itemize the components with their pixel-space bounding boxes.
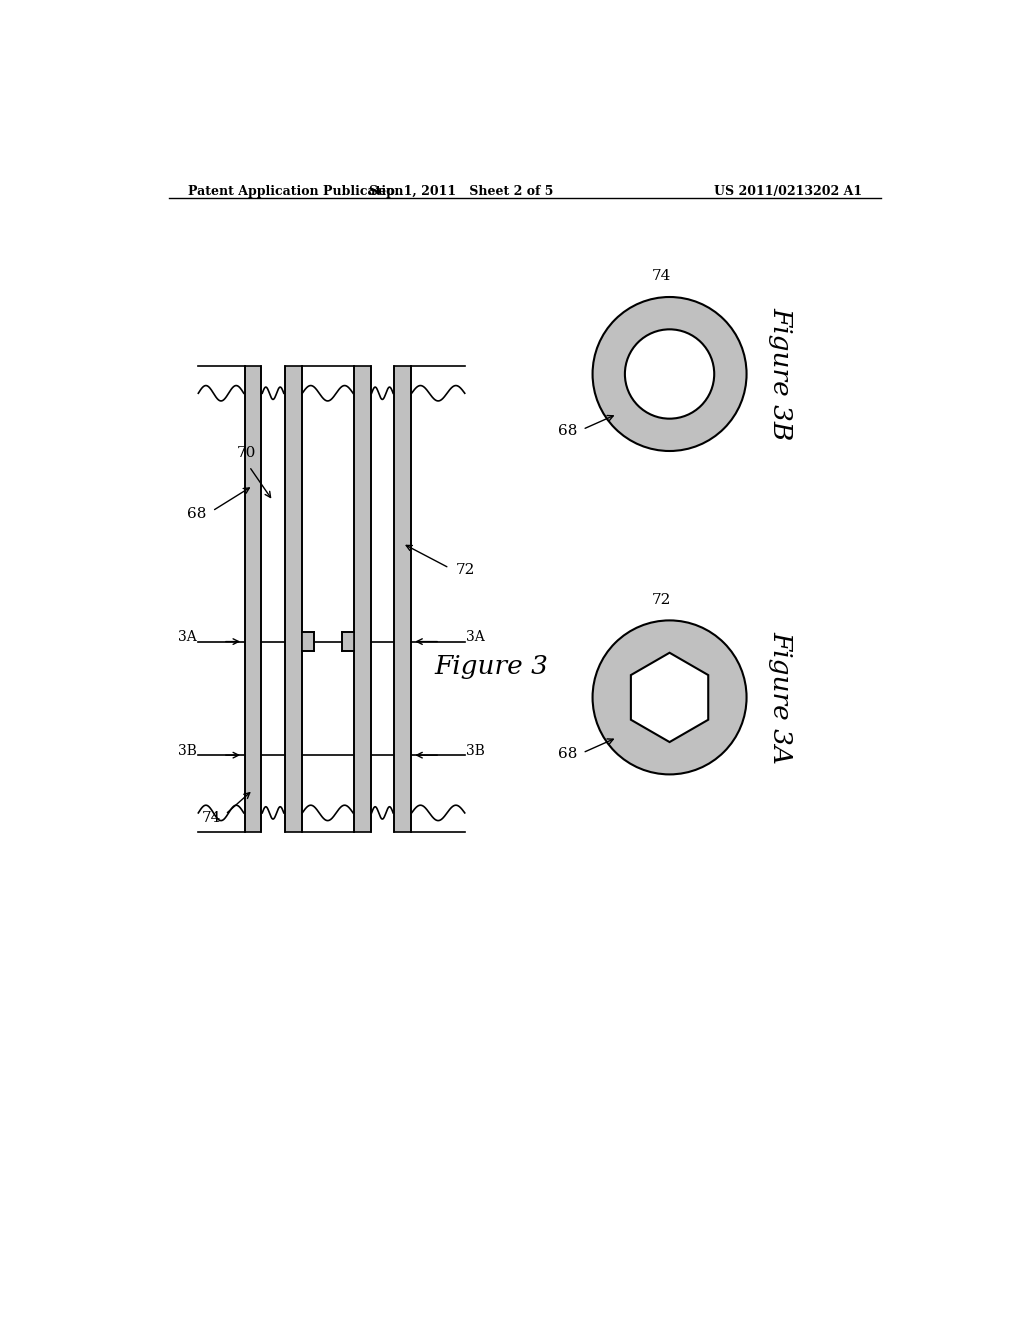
Text: Figure 3B: Figure 3B [769,308,794,441]
Bar [261,367,285,832]
Text: 3B: 3B [466,743,485,758]
Bar [354,367,371,832]
Text: 70: 70 [238,446,257,461]
Text: 3A: 3A [178,630,197,644]
Text: 3A: 3A [466,630,485,644]
Text: 72: 72 [456,564,475,577]
Text: 74: 74 [202,810,221,825]
Text: 74: 74 [652,269,672,284]
Bar [285,367,301,832]
Text: 68: 68 [558,424,578,438]
Text: Patent Application Publication: Patent Application Publication [188,185,403,198]
Bar [394,367,411,832]
Text: US 2011/0213202 A1: US 2011/0213202 A1 [714,185,862,198]
Text: 68: 68 [186,507,206,521]
Polygon shape [631,653,709,742]
Text: 72: 72 [652,593,672,607]
Text: 68: 68 [558,747,578,762]
Circle shape [593,297,746,451]
Circle shape [625,330,714,418]
Bar [371,367,394,832]
Circle shape [593,620,746,775]
Bar [313,367,342,832]
Text: Figure 3A: Figure 3A [769,631,794,764]
Bar [301,632,313,651]
Bar [342,632,354,651]
Text: Figure 3: Figure 3 [435,655,549,678]
Text: 3B: 3B [178,743,197,758]
Bar [245,367,261,832]
Text: Sep. 1, 2011   Sheet 2 of 5: Sep. 1, 2011 Sheet 2 of 5 [370,185,554,198]
